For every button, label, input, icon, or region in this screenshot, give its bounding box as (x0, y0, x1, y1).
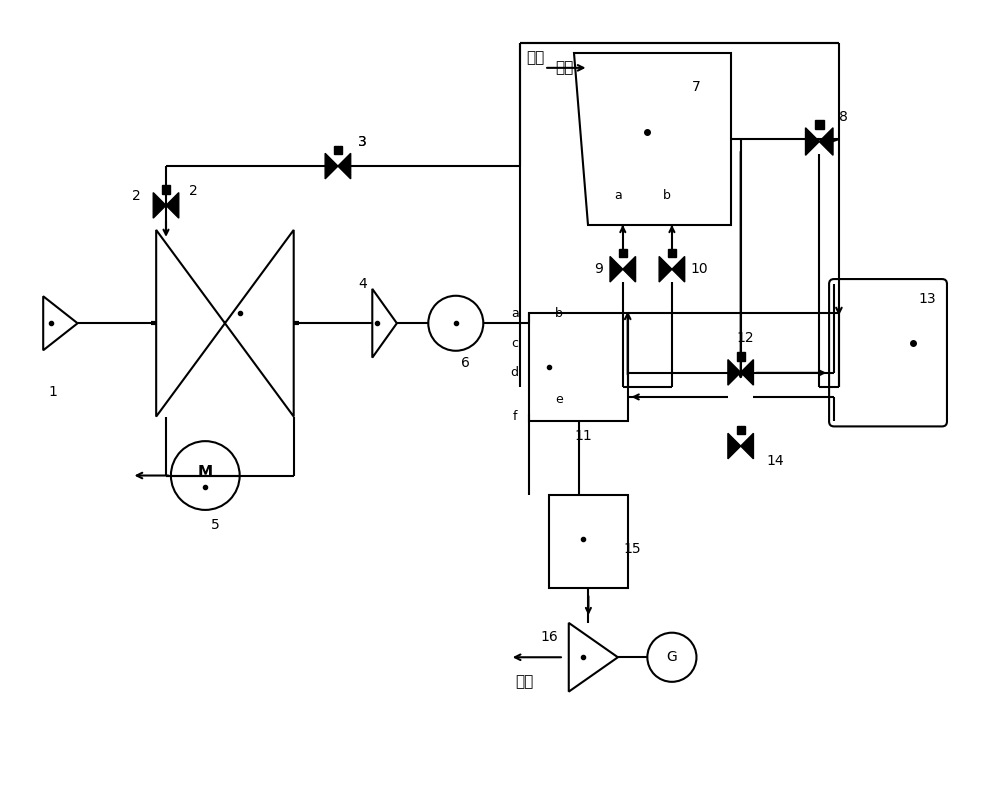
Polygon shape (325, 153, 338, 179)
Text: 12: 12 (737, 331, 754, 345)
Text: 3: 3 (358, 135, 367, 149)
Polygon shape (672, 257, 685, 282)
Polygon shape (569, 623, 618, 692)
Text: 15: 15 (624, 542, 641, 556)
Text: f: f (512, 409, 517, 423)
Polygon shape (156, 230, 225, 416)
Polygon shape (338, 153, 351, 179)
Bar (162, 185, 170, 194)
Polygon shape (741, 434, 753, 459)
Polygon shape (43, 296, 78, 350)
Text: 16: 16 (540, 630, 558, 644)
Polygon shape (225, 230, 294, 416)
Text: 空气: 空气 (526, 50, 544, 65)
Polygon shape (610, 257, 623, 282)
Text: 13: 13 (919, 292, 936, 305)
Bar (529, 313, 628, 422)
Text: 14: 14 (766, 454, 784, 467)
Text: a: a (614, 189, 622, 202)
Text: 1: 1 (49, 385, 57, 399)
Bar (737, 353, 745, 360)
Bar (668, 249, 676, 257)
Text: 2: 2 (189, 183, 198, 198)
Text: 8: 8 (839, 110, 848, 124)
Polygon shape (806, 127, 819, 155)
Text: 3: 3 (358, 135, 367, 149)
Text: 4: 4 (358, 277, 367, 291)
Text: c: c (511, 337, 518, 350)
Polygon shape (659, 257, 672, 282)
Text: 10: 10 (691, 262, 708, 276)
Polygon shape (728, 360, 741, 385)
Polygon shape (153, 193, 166, 218)
Text: 空气: 空气 (515, 674, 534, 689)
Bar (815, 120, 824, 129)
Bar (619, 249, 627, 257)
Text: 6: 6 (461, 356, 470, 370)
Text: 2: 2 (132, 189, 141, 202)
Bar (737, 426, 745, 434)
Text: b: b (663, 189, 671, 202)
Text: a: a (511, 307, 519, 320)
Text: G: G (667, 650, 677, 664)
Text: d: d (511, 367, 519, 379)
Text: 9: 9 (594, 262, 603, 276)
Polygon shape (372, 289, 397, 357)
Text: 11: 11 (575, 429, 592, 443)
Text: M: M (198, 465, 213, 480)
Text: 空气: 空气 (555, 61, 574, 76)
Bar (549, 495, 628, 589)
Bar (334, 146, 342, 154)
Text: b: b (555, 307, 563, 320)
Polygon shape (819, 127, 833, 155)
Polygon shape (574, 53, 731, 225)
Polygon shape (166, 193, 179, 218)
Polygon shape (623, 257, 636, 282)
Text: 5: 5 (211, 518, 219, 532)
Polygon shape (741, 360, 753, 385)
Text: e: e (555, 394, 563, 406)
Text: 7: 7 (692, 80, 701, 94)
Polygon shape (728, 434, 741, 459)
